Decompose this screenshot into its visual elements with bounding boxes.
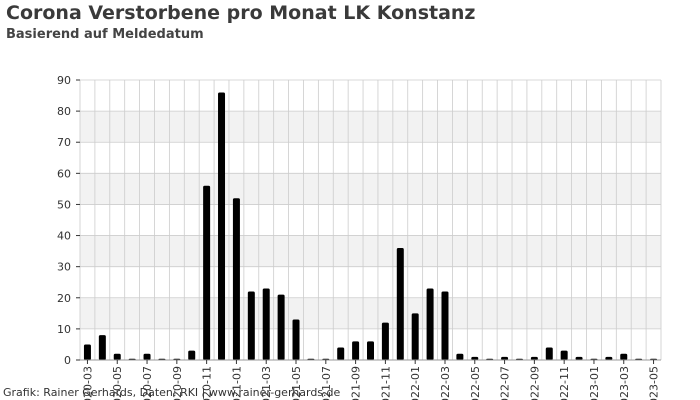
bar <box>560 350 568 360</box>
bar <box>188 350 196 360</box>
x-tick-label: 2020-09 <box>171 366 184 400</box>
grid-band <box>80 204 661 236</box>
bar <box>337 347 345 360</box>
bar <box>471 356 479 360</box>
x-tick-label: 2022-05 <box>469 366 482 400</box>
grid-band <box>80 235 661 267</box>
y-tick-label: 10 <box>57 323 71 336</box>
x-tick-label: 2022-07 <box>499 366 512 400</box>
y-tick-label: 0 <box>64 354 71 367</box>
x-tick-label: 2020-11 <box>201 366 214 400</box>
vertical-gridlines <box>79 80 662 360</box>
background-bands <box>80 80 661 360</box>
bar <box>218 92 226 360</box>
source-credit: Grafik: Rainer Gerhards, Daten: RKI | ww… <box>3 386 341 399</box>
bar <box>143 353 151 360</box>
bar <box>530 356 538 360</box>
bar <box>98 335 106 360</box>
bar <box>396 248 404 360</box>
bar <box>381 322 389 360</box>
x-tick-label: 2021-01 <box>230 366 243 400</box>
bar <box>441 291 449 360</box>
bar <box>501 356 509 360</box>
y-tick-label: 40 <box>57 230 71 243</box>
bar <box>277 294 285 360</box>
x-tick-label: 2020-03 <box>81 366 94 400</box>
x-axis-ticks: 2020-03 2020-05 2020-07 2020-09 2020-11 2021-… <box>80 359 661 400</box>
x-tick-label: 2021-03 <box>260 366 273 400</box>
bar <box>456 353 464 360</box>
grid-band <box>80 266 661 298</box>
y-tick-label: 20 <box>57 292 71 305</box>
x-tick-label: 2022-01 <box>409 366 422 400</box>
x-tick-label: 2021-05 <box>290 366 303 400</box>
x-tick-label: 2021-09 <box>350 366 363 400</box>
x-tick-label: 2021-11 <box>379 366 392 400</box>
bar <box>203 185 211 360</box>
y-tick-label: 70 <box>57 136 71 149</box>
grid-band <box>80 80 661 112</box>
y-tick-label: 30 <box>57 261 71 274</box>
grid-band <box>80 111 661 143</box>
y-tick-label: 80 <box>57 105 71 118</box>
x-tick-label: 2021-07 <box>320 366 333 400</box>
chart-subtitle: Basierend auf Meldedatum <box>6 27 204 42</box>
x-tick-label: 2022-03 <box>439 366 452 400</box>
bar <box>545 347 553 360</box>
y-tick-label: 60 <box>57 167 71 180</box>
bar <box>352 341 360 360</box>
y-tick-label: 90 <box>57 74 71 87</box>
bar <box>411 313 419 360</box>
x-tick-label: 2023-05 <box>648 366 661 400</box>
bar <box>292 319 300 360</box>
x-tick-label: 2022-11 <box>558 366 571 400</box>
x-tick-label: 2022-09 <box>528 366 541 400</box>
grid-band <box>80 142 661 174</box>
grid-band <box>80 173 661 205</box>
bar <box>262 288 270 360</box>
x-tick-label: 2020-07 <box>141 366 154 400</box>
bar <box>232 198 240 360</box>
grid-band <box>80 297 661 329</box>
x-tick-label: 2023-01 <box>588 366 601 400</box>
bar <box>83 344 91 360</box>
bar <box>113 353 121 360</box>
y-tick-label: 50 <box>57 198 71 211</box>
bar <box>247 291 255 360</box>
bar <box>575 356 583 360</box>
bar <box>605 356 613 360</box>
bar-series <box>83 92 658 360</box>
chart-title: Corona Verstorbene pro Monat LK Konstanz <box>6 2 476 24</box>
x-tick-label: 2020-05 <box>111 366 124 400</box>
bar <box>367 341 374 360</box>
bar <box>620 353 628 360</box>
bar <box>426 288 434 360</box>
y-axis-ticks: 0 10 20 30 40 50 60 70 80 90 <box>57 74 80 367</box>
x-tick-label: 2023-03 <box>618 366 631 400</box>
